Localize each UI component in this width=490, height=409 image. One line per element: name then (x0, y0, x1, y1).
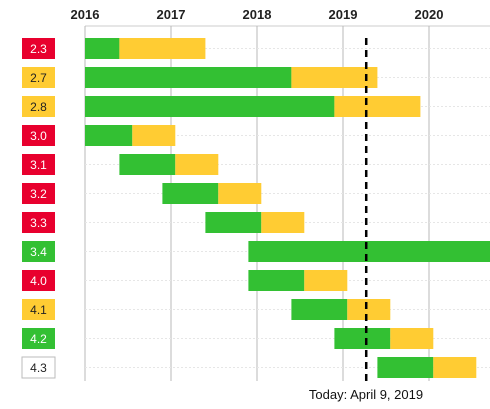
year-tick-2017: 2017 (157, 7, 186, 22)
version-badge-3.1 (22, 154, 55, 175)
bar-active-3.1 (119, 154, 176, 175)
version-label-2.8: 2.8 (30, 100, 47, 114)
version-labels: 2.3 2.7 2.8 3.0 3.1 3.2 3.3 3.4 4.0 4.1 4.2 4.3 (21, 38, 56, 379)
version-label-3.4: 3.4 (30, 245, 47, 259)
year-tick-2016: 2016 (71, 7, 100, 22)
version-label-4.0: 4.0 (30, 274, 47, 288)
version-badge-4.3 (21, 356, 56, 379)
year-tick-2020: 2020 (415, 7, 444, 22)
year-axis: 2016 2017 2018 2019 2020 (71, 7, 444, 22)
version-label-3.1: 3.1 (30, 158, 47, 172)
version-badge-2.7 (22, 67, 55, 88)
bar-active-2.7 (85, 67, 292, 88)
bar-active-4.2 (334, 328, 391, 349)
bar-security-3.2 (218, 183, 262, 204)
version-badge-4.0 (22, 270, 55, 291)
bar-active-3.3 (205, 212, 262, 233)
bar-security-2.8 (334, 96, 421, 117)
version-label-2.3: 2.3 (30, 42, 47, 56)
year-tick-2019: 2019 (329, 7, 358, 22)
bar-security-2.7 (291, 67, 378, 88)
bar-active-2.3 (85, 38, 120, 59)
version-label-4.3: 4.3 (30, 361, 47, 375)
version-badge-4.2 (22, 328, 55, 349)
version-label-4.1: 4.1 (30, 303, 47, 317)
bar-active-3.0 (85, 125, 133, 146)
bar-active-3.4 (248, 241, 490, 262)
bar-active-4.1 (291, 299, 348, 320)
bar-security-4.3 (433, 357, 477, 378)
year-tick-2018: 2018 (243, 7, 272, 22)
version-badge-3.4 (22, 241, 55, 262)
bar-active-4.3 (377, 357, 434, 378)
version-label-4.2: 4.2 (30, 332, 47, 346)
version-badge-3.2 (22, 183, 55, 204)
version-label-3.3: 3.3 (30, 216, 47, 230)
bar-active-2.8 (85, 96, 335, 117)
version-label-3.2: 3.2 (30, 187, 47, 201)
version-bars (85, 38, 490, 378)
bar-active-4.0 (248, 270, 305, 291)
today-label: Today: April 9, 2019 (309, 387, 423, 402)
bar-security-3.1 (175, 154, 219, 175)
bar-security-4.1 (347, 299, 391, 320)
version-label-3.0: 3.0 (30, 129, 47, 143)
bar-security-2.3 (119, 38, 206, 59)
version-badge-3.3 (22, 212, 55, 233)
bar-security-3.0 (132, 125, 176, 146)
bar-security-4.2 (390, 328, 434, 349)
version-badge-3.0 (22, 125, 55, 146)
bar-security-4.0 (304, 270, 348, 291)
version-badge-4.1 (22, 299, 55, 320)
version-badge-2.3 (22, 38, 55, 59)
version-badge-2.8 (22, 96, 55, 117)
bar-active-3.2 (162, 183, 219, 204)
bar-security-3.3 (261, 212, 305, 233)
version-label-2.7: 2.7 (30, 71, 47, 85)
